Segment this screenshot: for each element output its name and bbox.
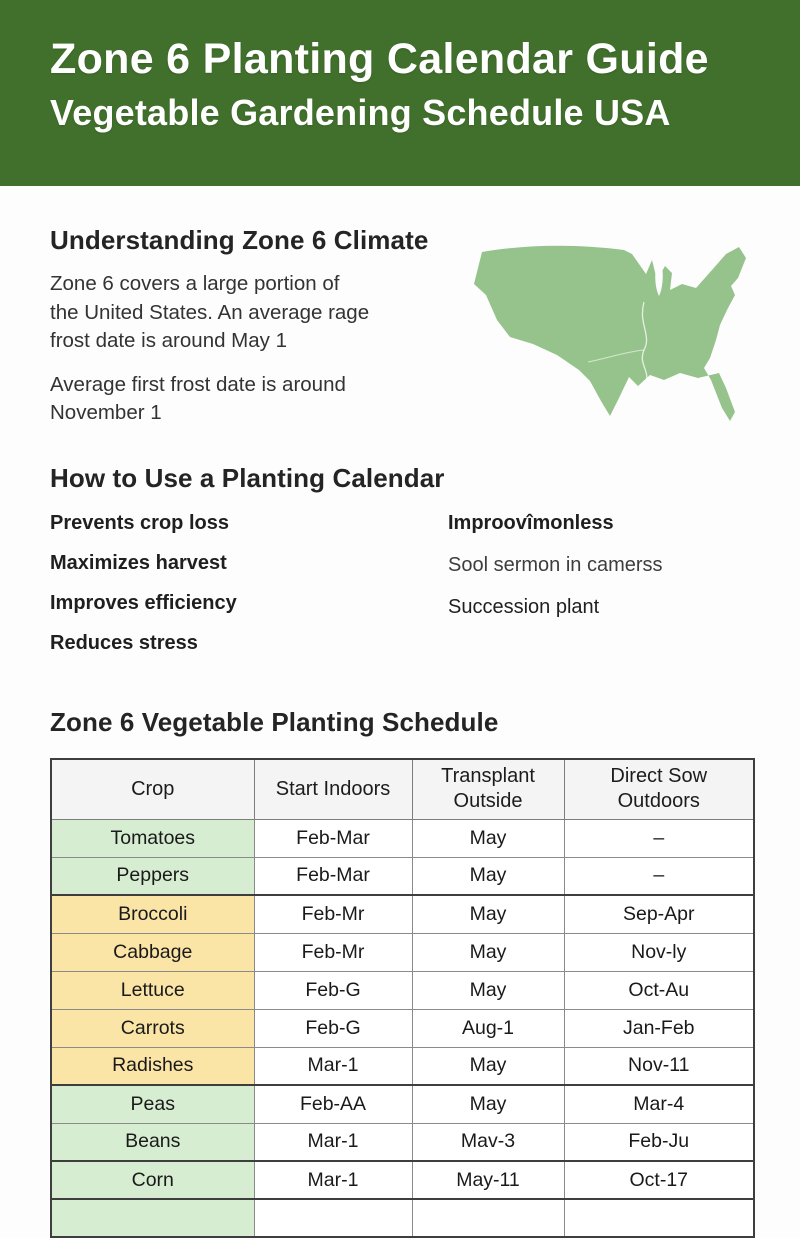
crop-cell: Carrots <box>50 1008 255 1048</box>
direct-sow-cell: Oct-Au <box>563 970 755 1010</box>
benefit-item: Maximizes harvest <box>50 552 227 574</box>
table-row: Corn Mar-1 May-11 Oct-17 <box>50 1160 755 1200</box>
direct-sow-cell: – <box>563 856 755 896</box>
transplant-cell <box>411 1198 565 1238</box>
howto-columns: Prevents crop loss Maximizes harvest Imp… <box>50 512 753 672</box>
usa-map-graphic <box>458 240 753 430</box>
direct-sow-cell: Nov-ly <box>563 932 755 972</box>
crop-cell: Cabbage <box>50 932 255 972</box>
howto-left-column: Prevents crop loss Maximizes harvest Imp… <box>50 512 448 672</box>
transplant-cell: May <box>411 894 565 934</box>
crop-cell: Lettuce <box>50 970 255 1010</box>
table-row: Tomatoes Feb-Mar May – <box>50 818 755 858</box>
start-indoors-cell: Feb-AA <box>253 1084 413 1124</box>
column-header-start-indoors: Start Indoors <box>253 758 413 820</box>
table-row <box>50 1198 755 1238</box>
start-indoors-cell: Feb-Mar <box>253 856 413 896</box>
direct-sow-cell: – <box>563 818 755 858</box>
start-indoors-cell: Feb-G <box>253 970 413 1010</box>
direct-sow-cell: Mar-4 <box>563 1084 755 1124</box>
table-row: Broccoli Feb-Mr May Sep-Apr <box>50 894 755 934</box>
transplant-cell: May <box>411 1046 565 1086</box>
column-header-direct-sow: Direct Sow Outdoors <box>563 758 755 820</box>
page-content: Understanding Zone 6 Climate Zone 6 cove… <box>0 224 800 1238</box>
benefit-item: Reduces stress <box>50 632 198 654</box>
table-row: Peas Feb-AA May Mar-4 <box>50 1084 755 1124</box>
start-indoors-cell: Mar-1 <box>253 1046 413 1086</box>
schedule-heading: Zone 6 Vegetable Planting Schedule <box>50 707 499 737</box>
transplant-cell: May <box>411 932 565 972</box>
climate-paragraph-2: Average first frost date is around Novem… <box>50 372 346 425</box>
schedule-section: Zone 6 Vegetable Planting Schedule Crop … <box>50 706 755 1238</box>
transplant-cell: Mav-3 <box>411 1122 565 1162</box>
direct-sow-cell: Jan-Feb <box>563 1008 755 1048</box>
table-row: Beans Mar-1 Mav-3 Feb-Ju <box>50 1122 755 1162</box>
climate-heading: Understanding Zone 6 Climate <box>50 225 429 255</box>
climate-section: Understanding Zone 6 Climate Zone 6 cove… <box>50 224 753 430</box>
column-header-transplant-outside: Transplant Outside <box>411 758 565 820</box>
howto-section: How to Use a Planting Calendar Prevents … <box>50 462 753 672</box>
howto-heading: How to Use a Planting Calendar <box>50 463 445 493</box>
benefit-item: Succession plant <box>448 596 600 618</box>
climate-text: Zone 6 covers a large portion of the Uni… <box>50 270 454 428</box>
page-title: Zone 6 Planting Calendar Guide <box>50 35 709 83</box>
start-indoors-cell: Feb-Mr <box>253 894 413 934</box>
crop-cell: Radishes <box>50 1046 255 1086</box>
table-row: Radishes Mar-1 May Nov-11 <box>50 1046 755 1086</box>
start-indoors-cell: Feb-Mr <box>253 932 413 972</box>
transplant-cell: Aug-1 <box>411 1008 565 1048</box>
table-row: Peppers Feb-Mar May – <box>50 856 755 896</box>
red-river-line <box>587 349 645 363</box>
header-banner: Zone 6 Planting Calendar Guide Vegetable… <box>0 0 800 186</box>
usa-map-silhouette <box>474 245 746 421</box>
start-indoors-cell: Mar-1 <box>253 1122 413 1162</box>
benefit-item: Prevents crop loss <box>50 512 229 534</box>
column-header-crop: Crop <box>50 758 255 820</box>
lake-michigan-shape <box>655 262 663 296</box>
transplant-cell: May <box>411 818 565 858</box>
planting-schedule-table: Crop Start Indoors Transplant Outside Di… <box>50 758 755 1238</box>
benefit-item: Sool sermon in camerss <box>448 554 663 576</box>
benefit-item: Improves efficiency <box>50 592 237 614</box>
page-subtitle: Vegetable Gardening Schedule USA <box>50 92 671 134</box>
table-header-row: Crop Start Indoors Transplant Outside Di… <box>50 758 755 820</box>
start-indoors-cell: Mar-1 <box>253 1160 413 1200</box>
transplant-cell: May <box>411 1084 565 1124</box>
transplant-cell: May <box>411 856 565 896</box>
direct-sow-cell: Sep-Apr <box>563 894 755 934</box>
direct-sow-cell: Feb-Ju <box>563 1122 755 1162</box>
crop-cell: Tomatoes <box>50 818 255 858</box>
start-indoors-cell <box>253 1198 413 1238</box>
howto-right-column: Improovîmonless Sool sermon in camerss S… <box>448 512 663 672</box>
direct-sow-cell: Nov-11 <box>563 1046 755 1086</box>
crop-cell <box>50 1198 255 1238</box>
climate-paragraph-1: Zone 6 covers a large portion of the Uni… <box>50 272 370 352</box>
table-row: Lettuce Feb-G May Oct-Au <box>50 970 755 1010</box>
benefit-item: Improovîmonless <box>448 512 614 534</box>
start-indoors-cell: Feb-G <box>253 1008 413 1048</box>
direct-sow-cell: Oct-17 <box>563 1160 755 1200</box>
table-row: Cabbage Feb-Mr May Nov-ly <box>50 932 755 972</box>
transplant-cell: May <box>411 970 565 1010</box>
crop-cell: Beans <box>50 1122 255 1162</box>
table-row: Carrots Feb-G Aug-1 Jan-Feb <box>50 1008 755 1048</box>
crop-cell: Peas <box>50 1084 255 1124</box>
start-indoors-cell: Feb-Mar <box>253 818 413 858</box>
crop-cell: Peppers <box>50 856 255 896</box>
direct-sow-cell <box>563 1198 755 1238</box>
transplant-cell: May-11 <box>411 1160 565 1200</box>
crop-cell: Corn <box>50 1160 255 1200</box>
crop-cell: Broccoli <box>50 894 255 934</box>
